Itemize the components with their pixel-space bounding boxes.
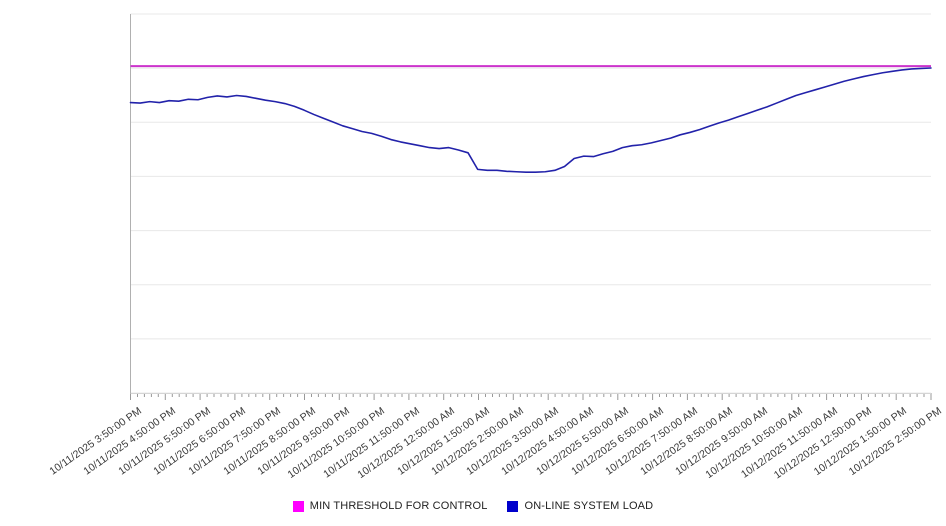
- legend-label: MIN THRESHOLD FOR CONTROL: [309, 500, 488, 512]
- legend-item[interactable]: MIN THRESHOLD FOR CONTROL: [292, 500, 488, 512]
- legend-label: ON-LINE SYSTEM LOAD: [524, 500, 654, 512]
- gridlines-group: [130, 13, 931, 394]
- legend-color-swatch: [507, 500, 519, 512]
- load-line-series: [129, 67, 932, 174]
- chart-legend: MIN THRESHOLD FOR CONTROL ON-LINE SYSTEM …: [0, 494, 946, 518]
- legend-color-swatch: [292, 500, 304, 512]
- x-axis-ticks: [130, 393, 932, 400]
- legend-item[interactable]: ON-LINE SYSTEM LOAD: [507, 500, 653, 512]
- plot-area: [129, 13, 932, 400]
- load-line: [129, 67, 932, 174]
